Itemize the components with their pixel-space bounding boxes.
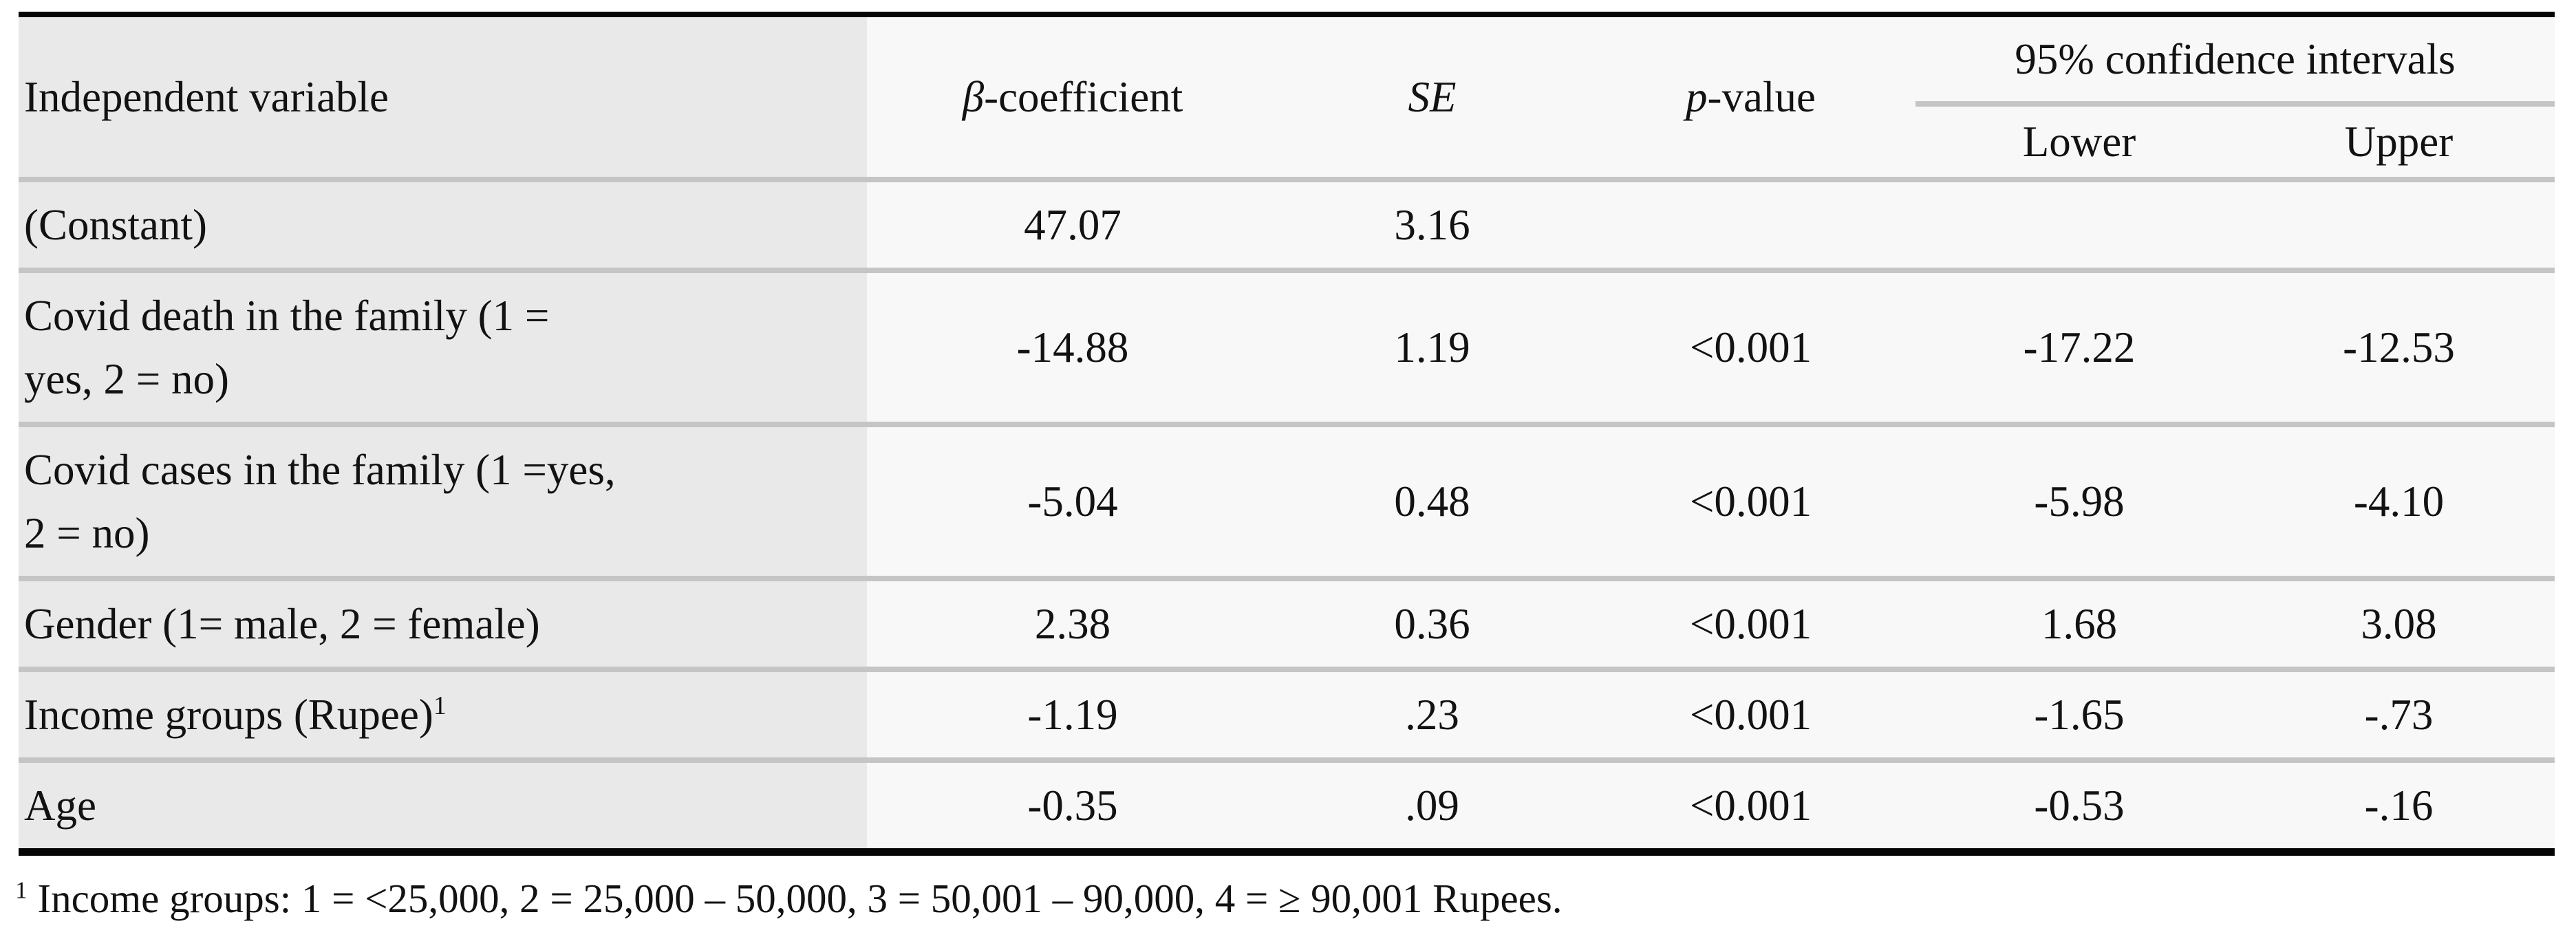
cell-variable: Gender (1= male, 2 = female) [19,579,867,669]
cell-p: <0.001 [1586,669,1915,760]
cell-p: <0.001 [1586,270,1915,424]
cell-upper: -.73 [2243,669,2555,760]
cell-variable: Covid death in the family (1 = yes, 2 = … [19,270,867,424]
cell-variable: Age [19,760,867,848]
cell-se: 0.36 [1278,579,1586,669]
cell-variable: (Constant) [19,180,867,270]
header-se: SE [1278,17,1586,180]
cell-se: .23 [1278,669,1586,760]
header-p-value: p-value [1586,17,1915,180]
header-ci-upper: Upper [2243,104,2555,180]
cell-lower [1915,180,2243,270]
table-row-covid-cases: Covid cases in the family (1 =yes, 2 = n… [19,424,2555,579]
footnote-text: Income groups: 1 = <25,000, 2 = 25,000 –… [27,876,1563,921]
table-row-age: Age -0.35 .09 <0.001 -0.53 -.16 [19,760,2555,848]
footnote-marker: 1 [433,691,447,720]
p-rest: -value [1707,73,1816,121]
header-confidence-intervals: 95% confidence intervals [1915,17,2555,107]
cell-se: 0.48 [1278,424,1586,579]
footnote-superscript: 1 [15,876,28,904]
p-symbol: p [1686,73,1708,121]
cell-upper: 3.08 [2243,579,2555,669]
table-row-income-groups: Income groups (Rupee)1 -1.19 .23 <0.001 … [19,669,2555,760]
cell-lower: -1.65 [1915,669,2243,760]
cell-beta: -0.35 [867,760,1278,848]
table-header: Independent variable β-coefficient SE p-… [19,17,2555,180]
table-row-constant: (Constant) 47.07 3.16 [19,180,2555,270]
table-frame: Independent variable β-coefficient SE p-… [19,12,2555,856]
table-body: (Constant) 47.07 3.16 Covid death in the… [19,180,2555,848]
cell-upper: -4.10 [2243,424,2555,579]
cell-lower: 1.68 [1915,579,2243,669]
cell-p: <0.001 [1586,579,1915,669]
cell-se: 3.16 [1278,180,1586,270]
header-row-main: Independent variable β-coefficient SE p-… [19,17,2555,180]
table-row-covid-death: Covid death in the family (1 = yes, 2 = … [19,270,2555,424]
cell-se: .09 [1278,760,1586,848]
cell-lower: -0.53 [1915,760,2243,848]
cell-beta: -5.04 [867,424,1278,579]
cell-beta: 2.38 [867,579,1278,669]
cell-beta: 47.07 [867,180,1278,270]
cell-p: <0.001 [1586,760,1915,848]
cell-lower: -5.98 [1915,424,2243,579]
table-row-gender: Gender (1= male, 2 = female) 2.38 0.36 <… [19,579,2555,669]
beta-rest: -coefficient [984,73,1183,121]
regression-table: Independent variable β-coefficient SE p-… [19,17,2555,848]
cell-beta: -1.19 [867,669,1278,760]
cell-lower: -17.22 [1915,270,2243,424]
beta-symbol: β [962,73,985,121]
header-ci-lower: Lower [1915,104,2243,180]
header-beta-coefficient: β-coefficient [867,17,1278,180]
cell-upper: -.16 [2243,760,2555,848]
cell-upper [2243,180,2555,270]
cell-p [1586,180,1915,270]
cell-variable: Covid cases in the family (1 =yes, 2 = n… [19,424,867,579]
table-footnote: 1 Income groups: 1 = <25,000, 2 = 25,000… [15,871,2576,926]
cell-p: <0.001 [1586,424,1915,579]
cell-se: 1.19 [1278,270,1586,424]
header-row-sub: Lower Upper [19,104,2555,180]
cell-beta: -14.88 [867,270,1278,424]
paper-table-page: Independent variable β-coefficient SE p-… [0,12,2576,928]
header-independent-variable: Independent variable [19,17,867,180]
cell-upper: -12.53 [2243,270,2555,424]
cell-variable: Income groups (Rupee)1 [19,669,867,760]
